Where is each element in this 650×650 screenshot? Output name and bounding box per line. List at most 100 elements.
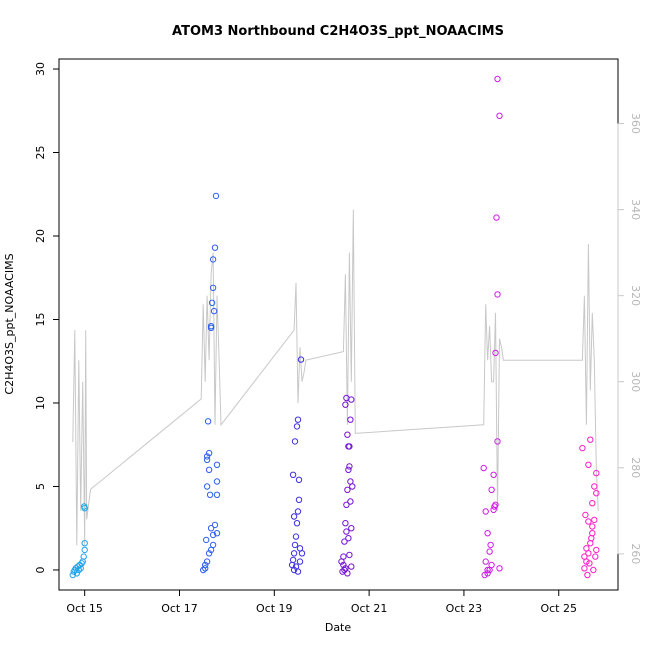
data-point xyxy=(291,541,299,549)
data-point xyxy=(480,464,487,472)
data-point xyxy=(348,525,355,532)
data-point xyxy=(203,483,211,490)
data-point xyxy=(592,553,599,560)
data-point xyxy=(210,307,218,315)
data-point xyxy=(290,513,298,520)
y-axis-left: 0 5 10 15 20 25 30 xyxy=(34,62,60,573)
data-point xyxy=(492,349,499,357)
data-point xyxy=(491,503,498,510)
data-point xyxy=(344,486,351,493)
data-point xyxy=(80,553,87,560)
data-point xyxy=(203,536,210,544)
data-point xyxy=(589,530,596,537)
data-point xyxy=(343,501,350,508)
x-tick-label: Oct 23 xyxy=(446,602,483,615)
y-tick-label: 30 xyxy=(34,62,47,76)
data-point xyxy=(205,449,213,457)
y-tick-label: 15 xyxy=(34,312,47,326)
data-point xyxy=(487,541,494,549)
x-tick-label: Oct 25 xyxy=(540,602,577,615)
data-point xyxy=(209,256,217,263)
data-point xyxy=(293,520,301,527)
data-point xyxy=(586,560,593,567)
x-tick-label: Oct 15 xyxy=(66,602,103,615)
data-point xyxy=(73,570,81,577)
y2-tick-label: 300 xyxy=(629,371,642,392)
x-tick-label: Oct 17 xyxy=(161,602,198,615)
data-point xyxy=(342,401,349,408)
data-point xyxy=(496,565,503,572)
y2-tick-label: 280 xyxy=(629,457,642,478)
y2-tick-label: 340 xyxy=(629,199,642,220)
data-point xyxy=(581,565,588,572)
data-point xyxy=(298,550,306,557)
data-point xyxy=(490,506,497,513)
data-point xyxy=(295,476,303,483)
data-point xyxy=(203,456,211,463)
data-point xyxy=(295,496,303,503)
data-point xyxy=(591,483,598,490)
data-point xyxy=(209,284,217,291)
data-point xyxy=(81,503,88,510)
data-point xyxy=(79,558,86,565)
data-point xyxy=(213,530,221,537)
y-tick-label: 25 xyxy=(34,146,47,160)
data-point xyxy=(346,463,353,470)
data-point xyxy=(291,438,299,445)
data-point xyxy=(347,498,354,505)
data-point xyxy=(585,518,592,525)
data-point xyxy=(213,461,221,468)
data-point xyxy=(203,558,211,565)
data-point xyxy=(341,538,348,545)
x-tick-label: Oct 21 xyxy=(351,602,388,615)
data-point xyxy=(342,520,349,527)
data-point xyxy=(591,516,598,524)
data-point xyxy=(340,553,347,560)
data-point xyxy=(494,291,501,298)
altitude-series-line xyxy=(72,209,599,546)
y-axis-right: 260 280 300 320 340 360 xyxy=(617,113,642,564)
x-axis: Oct 15 Oct 17 Oct 19 Oct 21 Oct 23 Oct 25 xyxy=(66,589,577,615)
data-point xyxy=(294,568,302,575)
data-point xyxy=(481,571,488,579)
data-point xyxy=(208,299,216,306)
data-point xyxy=(343,528,350,535)
y-tick-label: 5 xyxy=(34,483,47,490)
altitude-line-layer xyxy=(72,209,599,546)
data-point xyxy=(583,545,590,552)
data-point xyxy=(212,192,220,200)
data-point xyxy=(593,469,600,477)
data-point xyxy=(584,571,591,579)
data-point xyxy=(204,418,212,425)
data-point xyxy=(294,508,302,515)
data-point xyxy=(348,563,355,570)
data-point xyxy=(292,533,300,540)
data-point xyxy=(589,500,596,507)
data-point xyxy=(484,530,491,537)
data-point xyxy=(290,566,298,574)
plot-frame xyxy=(58,58,619,591)
data-point xyxy=(347,416,354,423)
x-tick-label: Oct 19 xyxy=(256,602,293,615)
data-point xyxy=(486,548,493,555)
data-point xyxy=(345,466,352,473)
data-point xyxy=(585,461,592,468)
data-point xyxy=(494,75,501,83)
y-tick-label: 20 xyxy=(34,229,47,243)
y-axis-label: C2H4O3S_ppt_NOAACIMS xyxy=(3,253,16,394)
data-point xyxy=(289,556,297,564)
data-point xyxy=(593,490,600,497)
data-point xyxy=(581,553,588,560)
data-point xyxy=(482,508,489,515)
data-point xyxy=(203,453,211,460)
data-point xyxy=(206,491,214,498)
data-point xyxy=(346,551,353,559)
data-point xyxy=(344,431,351,438)
y2-tick-label: 260 xyxy=(629,543,642,564)
data-point xyxy=(202,561,209,569)
data-point xyxy=(344,570,351,577)
data-point xyxy=(207,323,215,330)
data-point xyxy=(209,531,217,539)
data-point xyxy=(202,565,209,572)
